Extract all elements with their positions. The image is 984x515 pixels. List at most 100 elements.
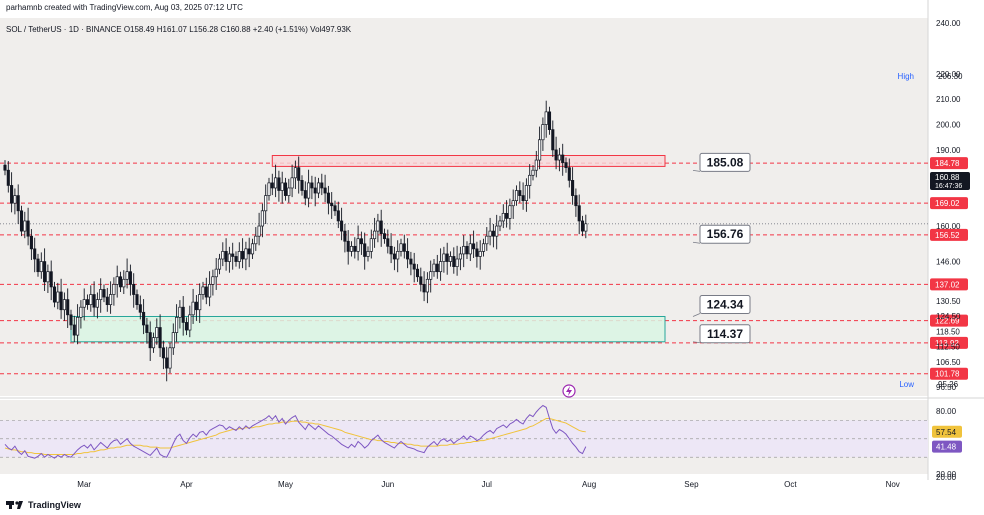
candle-body bbox=[521, 195, 525, 202]
candle-body bbox=[194, 301, 198, 311]
candle-body bbox=[204, 286, 208, 298]
last-price-countdown: 16:47:36 bbox=[935, 183, 962, 190]
candle-body bbox=[429, 271, 433, 280]
candle-body bbox=[485, 235, 489, 245]
high-value: 206.30 bbox=[938, 72, 963, 81]
price-tick-label: 160.00 bbox=[936, 222, 961, 231]
candle-body bbox=[415, 268, 420, 278]
candle-body bbox=[175, 317, 179, 333]
candle-body bbox=[165, 357, 169, 369]
candle-body bbox=[92, 294, 96, 308]
candle-body bbox=[36, 258, 40, 273]
lightning-icon[interactable] bbox=[562, 384, 576, 398]
candle-body bbox=[168, 347, 172, 369]
rsi-value-badge bbox=[932, 440, 962, 453]
candle-body bbox=[221, 251, 225, 260]
candle-body bbox=[33, 248, 37, 260]
candle-body bbox=[541, 124, 545, 141]
candle-body bbox=[406, 251, 410, 260]
candle-body bbox=[102, 289, 106, 298]
candle-body bbox=[333, 205, 337, 212]
candle-body bbox=[254, 235, 258, 245]
level-label: 169.02 bbox=[935, 199, 960, 208]
level-label: 137.02 bbox=[935, 280, 960, 289]
resistance-zone bbox=[271, 155, 666, 167]
candle-body bbox=[547, 111, 552, 130]
candle-body bbox=[208, 284, 212, 298]
candle-body bbox=[389, 245, 393, 255]
candlesticks bbox=[3, 100, 588, 382]
candle-body bbox=[465, 245, 469, 255]
candle-body bbox=[181, 306, 185, 323]
rsi-tick-label: 41.48 bbox=[936, 443, 957, 452]
candle-body bbox=[161, 347, 165, 359]
rsi-tick-label: 57.54 bbox=[936, 428, 957, 437]
time-tick-label: Jul bbox=[482, 480, 492, 489]
candle-body bbox=[283, 182, 288, 196]
high-label: High bbox=[898, 72, 914, 81]
candle-body bbox=[574, 195, 578, 207]
candle-body bbox=[217, 258, 222, 270]
candle-body bbox=[402, 243, 406, 252]
level-badge bbox=[930, 278, 968, 291]
candle-body bbox=[49, 271, 53, 288]
created-by-text: parhamnb created with TradingView.com, A… bbox=[6, 3, 243, 12]
candle-body bbox=[363, 243, 367, 257]
candle-body bbox=[320, 182, 324, 189]
price-tick-label: 240.00 bbox=[936, 19, 961, 28]
candle-body bbox=[571, 180, 575, 196]
rsi-tick-label: 20.00 bbox=[936, 473, 957, 482]
candle-body bbox=[435, 263, 439, 273]
candle-body bbox=[171, 332, 175, 349]
candle-body bbox=[132, 284, 136, 295]
candle-body bbox=[39, 261, 43, 273]
candle-body bbox=[475, 248, 479, 257]
candle-body bbox=[392, 253, 396, 260]
candle-body bbox=[538, 139, 542, 161]
candle-body bbox=[310, 182, 314, 189]
price-tick-label: 106.50 bbox=[936, 358, 961, 367]
candle-body bbox=[340, 220, 344, 232]
candle-body bbox=[52, 286, 57, 303]
symbol-line: SOL / TetherUS · 1D · BINANCE O158.49 H1… bbox=[6, 25, 352, 34]
candle-body bbox=[201, 286, 205, 295]
candle-body bbox=[396, 251, 400, 260]
callout-box bbox=[699, 224, 751, 244]
candle-body bbox=[19, 210, 24, 232]
candle-body bbox=[151, 337, 156, 349]
callout-label: 185.08 bbox=[707, 155, 744, 169]
candle-body bbox=[419, 276, 423, 285]
candle-body bbox=[353, 245, 357, 252]
tradingview-logo-icon bbox=[6, 501, 23, 509]
candle-body bbox=[508, 205, 512, 219]
level-badge bbox=[930, 336, 968, 349]
price-tick-label: 124.50 bbox=[936, 312, 961, 321]
candle-body bbox=[198, 294, 202, 311]
time-tick-label: May bbox=[278, 480, 293, 489]
candle-body bbox=[577, 205, 581, 222]
candle-body bbox=[557, 154, 561, 161]
level-badge bbox=[930, 197, 968, 210]
candle-body bbox=[46, 271, 50, 283]
callout-box bbox=[699, 294, 751, 314]
candle-body bbox=[260, 210, 264, 227]
candle-body bbox=[145, 324, 149, 333]
candle-body bbox=[468, 243, 472, 255]
price-tick-label: 130.50 bbox=[936, 297, 961, 306]
level-badge bbox=[930, 367, 968, 380]
rsi-tick-label: 80.00 bbox=[936, 407, 957, 416]
candle-body bbox=[264, 195, 268, 212]
callout-box bbox=[699, 324, 751, 344]
candle-body bbox=[105, 296, 109, 306]
candle-body bbox=[382, 233, 387, 240]
callout-pointer bbox=[692, 313, 701, 317]
time-tick-label: Oct bbox=[784, 480, 797, 489]
rsi-pane: 80.00 57.54 41.48 20.00 bbox=[0, 404, 962, 482]
low-value: 95.26 bbox=[938, 380, 959, 389]
candle-body bbox=[122, 278, 126, 288]
callout-label: 124.34 bbox=[707, 297, 744, 311]
candle-body bbox=[62, 299, 66, 311]
candle-body bbox=[280, 182, 284, 191]
candle-body bbox=[16, 195, 20, 212]
